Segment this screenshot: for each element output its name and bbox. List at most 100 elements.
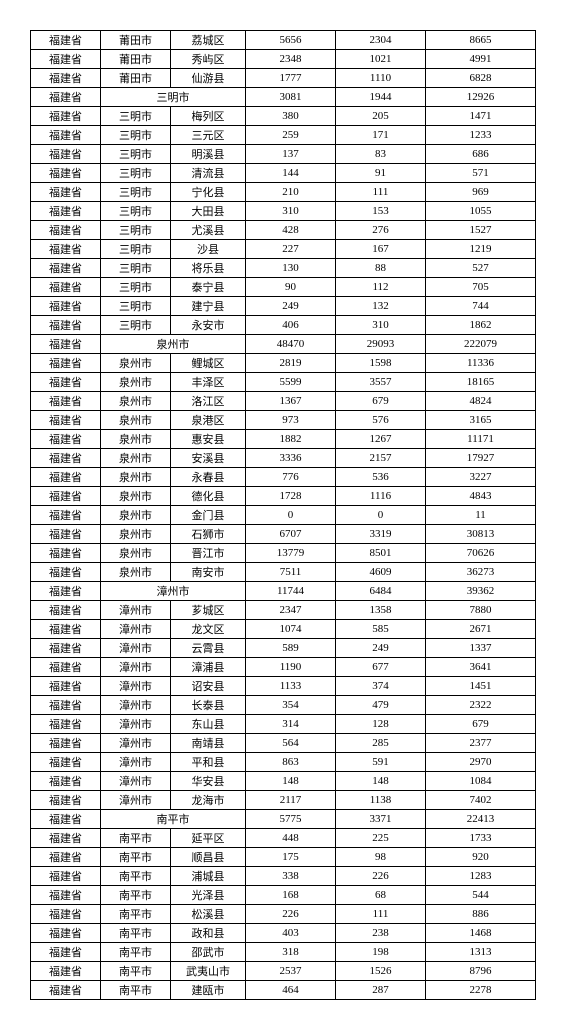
- cell-value: 130: [246, 259, 336, 278]
- cell-province: 福建省: [31, 126, 101, 145]
- cell-district: 梅列区: [171, 107, 246, 126]
- cell-province: 福建省: [31, 639, 101, 658]
- cell-province: 福建省: [31, 848, 101, 867]
- cell-value: 406: [246, 316, 336, 335]
- cell-value: 589: [246, 639, 336, 658]
- cell-value: 4609: [336, 563, 426, 582]
- cell-province: 福建省: [31, 525, 101, 544]
- cell-city: 南平市: [101, 867, 171, 886]
- cell-value: 2304: [336, 31, 426, 50]
- cell-district: 平和县: [171, 753, 246, 772]
- cell-district: 金门县: [171, 506, 246, 525]
- cell-value: 679: [426, 715, 536, 734]
- cell-value: 679: [336, 392, 426, 411]
- cell-value: 171: [336, 126, 426, 145]
- cell-district: 南靖县: [171, 734, 246, 753]
- cell-district: 清流县: [171, 164, 246, 183]
- cell-value: 205: [336, 107, 426, 126]
- cell-value: 7402: [426, 791, 536, 810]
- cell-value: 167: [336, 240, 426, 259]
- cell-value: 111: [336, 183, 426, 202]
- cell-value: 12926: [426, 88, 536, 107]
- cell-province: 福建省: [31, 354, 101, 373]
- cell-city: 泉州市: [101, 468, 171, 487]
- cell-value: 1862: [426, 316, 536, 335]
- cell-value: 920: [426, 848, 536, 867]
- cell-city: 南平市: [101, 848, 171, 867]
- cell-value: 222079: [426, 335, 536, 354]
- cell-city: 南平市: [101, 924, 171, 943]
- table-row: 福建省泉州市永春县7765363227: [31, 468, 536, 487]
- table-row: 福建省三明市明溪县13783686: [31, 145, 536, 164]
- cell-value: 2347: [246, 601, 336, 620]
- cell-province: 福建省: [31, 335, 101, 354]
- cell-province: 福建省: [31, 202, 101, 221]
- cell-district: 南安市: [171, 563, 246, 582]
- table-row: 福建省漳州市东山县314128679: [31, 715, 536, 734]
- cell-district: 洛江区: [171, 392, 246, 411]
- cell-value: 5599: [246, 373, 336, 392]
- cell-value: 249: [336, 639, 426, 658]
- cell-province: 福建省: [31, 164, 101, 183]
- cell-value: 564: [246, 734, 336, 753]
- cell-city: 泉州市: [101, 563, 171, 582]
- cell-district: 德化县: [171, 487, 246, 506]
- table-row: 福建省三明市泰宁县90112705: [31, 278, 536, 297]
- cell-province: 福建省: [31, 981, 101, 1000]
- cell-value: 148: [246, 772, 336, 791]
- cell-value: 479: [336, 696, 426, 715]
- cell-province: 福建省: [31, 696, 101, 715]
- cell-province: 福建省: [31, 297, 101, 316]
- cell-value: 744: [426, 297, 536, 316]
- cell-value: 226: [246, 905, 336, 924]
- cell-value: 1471: [426, 107, 536, 126]
- table-row: 福建省莆田市仙游县177711106828: [31, 69, 536, 88]
- cell-value: 137: [246, 145, 336, 164]
- table-row: 福建省南平市顺昌县17598920: [31, 848, 536, 867]
- cell-value: 4843: [426, 487, 536, 506]
- cell-value: 132: [336, 297, 426, 316]
- cell-province: 福建省: [31, 468, 101, 487]
- cell-value: 70626: [426, 544, 536, 563]
- cell-value: 1313: [426, 943, 536, 962]
- cell-value: 17927: [426, 449, 536, 468]
- cell-district: 邵武市: [171, 943, 246, 962]
- cell-city: 三明市: [101, 221, 171, 240]
- cell-value: 39362: [426, 582, 536, 601]
- cell-district: 永春县: [171, 468, 246, 487]
- cell-value: 1468: [426, 924, 536, 943]
- table-row: 福建省莆田市秀屿区234810214991: [31, 50, 536, 69]
- cell-value: 148: [336, 772, 426, 791]
- cell-value: 227: [246, 240, 336, 259]
- cell-value: 22413: [426, 810, 536, 829]
- cell-value: 380: [246, 107, 336, 126]
- cell-value: 776: [246, 468, 336, 487]
- cell-district: 武夷山市: [171, 962, 246, 981]
- cell-city: 漳州市: [101, 791, 171, 810]
- cell-value: 259: [246, 126, 336, 145]
- cell-value: 7511: [246, 563, 336, 582]
- cell-value: 0: [336, 506, 426, 525]
- cell-value: 225: [336, 829, 426, 848]
- table-row: 福建省泉州市4847029093222079: [31, 335, 536, 354]
- cell-province: 福建省: [31, 183, 101, 202]
- cell-province: 福建省: [31, 620, 101, 639]
- cell-province: 福建省: [31, 943, 101, 962]
- cell-city: 南平市: [101, 981, 171, 1000]
- cell-city: 莆田市: [101, 50, 171, 69]
- cell-value: 91: [336, 164, 426, 183]
- cell-province: 福建省: [31, 677, 101, 696]
- table-row: 福建省南平市光泽县16868544: [31, 886, 536, 905]
- cell-city: 泉州市: [101, 544, 171, 563]
- cell-value: 310: [336, 316, 426, 335]
- table-row: 福建省三明市3081194412926: [31, 88, 536, 107]
- table-row: 福建省三明市永安市4063101862: [31, 316, 536, 335]
- cell-city: 泉州市: [101, 525, 171, 544]
- cell-province: 福建省: [31, 221, 101, 240]
- cell-city: 南平市: [101, 943, 171, 962]
- table-row: 福建省泉州市丰泽区5599355718165: [31, 373, 536, 392]
- cell-province: 福建省: [31, 601, 101, 620]
- cell-value: 249: [246, 297, 336, 316]
- cell-district: 长泰县: [171, 696, 246, 715]
- table-row: 福建省漳州市漳浦县11906773641: [31, 658, 536, 677]
